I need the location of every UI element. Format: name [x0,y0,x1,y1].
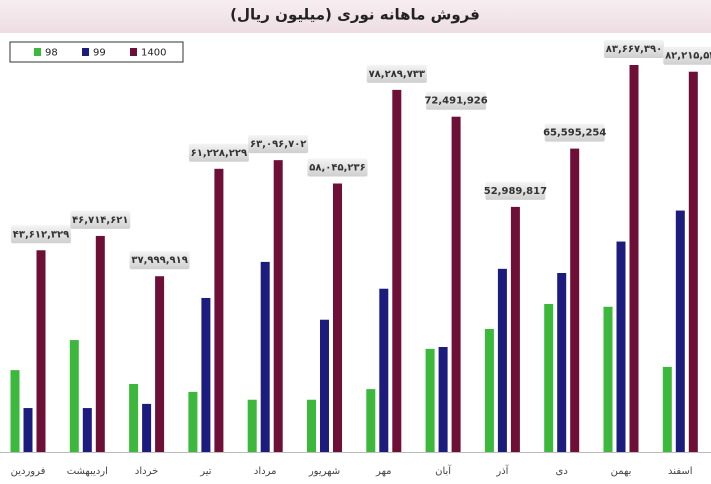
value-label: ۶۱,۲۲۸,۲۲۹ [191,148,247,159]
value-label: 65,595,254 [543,128,606,139]
value-label: ۶۳,۰۹۶,۷۰۲ [250,139,306,150]
value-label-box [307,158,368,177]
x-tick-label: مهر [375,466,391,477]
legend-label: 98 [45,48,58,59]
x-tick-label: بهمن [611,466,632,477]
legend-swatch [34,48,41,56]
x-tick-label: آبان [435,464,452,477]
bar [10,370,20,452]
bar [497,268,507,452]
title-bar [0,0,711,33]
x-tick-label: اردیبهشت [67,466,108,477]
x-tick-label: تیر [199,466,212,477]
legend-swatch [82,48,89,56]
x-tick-label: اسفند [668,466,692,477]
value-label-box [544,123,605,142]
legend [9,41,184,63]
bar [675,210,685,452]
x-tick-label: آذر [495,464,509,477]
value-label: ۸۳,۶۶۷,۳۹۰ [606,44,662,55]
bar [379,288,389,452]
bar [557,272,567,452]
bar [333,183,342,452]
value-label-box [426,91,487,110]
bar [616,241,626,452]
bar [366,389,376,452]
x-tick-label: فروردین [11,466,46,477]
bar [23,408,33,452]
x-tick-label: دی [556,466,568,477]
bar [36,250,46,452]
bar [451,116,461,452]
value-label: ۴۶,۷۱۴,۶۲۱ [72,215,128,226]
bar [603,306,613,452]
bar [247,399,257,452]
x-tick-label: شهریور [308,466,340,477]
legend-label: 1400 [141,48,166,59]
bar [570,148,580,452]
value-label-box [70,210,131,229]
value-label-box [663,46,711,65]
x-tick-label: مرداد [254,466,277,477]
legend-label: 99 [93,48,106,59]
chart-title: فروش ماهانه نوری (میلیون ریال) [230,6,480,24]
bar [392,89,402,452]
bar [129,384,139,452]
legend-swatch [130,48,137,56]
bar [214,168,224,453]
bar [688,71,698,452]
value-label-box [188,143,249,162]
value-label: 72,491,926 [424,96,487,107]
bar [662,366,672,452]
value-label: ۷۸,۲۸۹,۷۳۳ [369,69,425,80]
bar [82,408,92,452]
value-label-box [11,225,71,244]
x-tick-label: خرداد [135,466,158,477]
bar [629,65,639,452]
value-label-box [604,40,664,58]
bar [320,319,329,452]
bar [142,403,152,452]
value-label-box [485,181,546,200]
bar [201,297,211,452]
bar [307,399,316,452]
value-label-box [366,64,427,83]
value-label: ۸۲,۲۱۵,۵۳۰ [665,51,711,62]
bar [69,340,79,452]
bar [95,235,105,452]
bar [544,303,554,452]
bar [425,348,435,452]
bar [438,347,448,452]
value-label: 52,989,817 [484,186,547,197]
value-label: ۳۷,۹۹۹,۹۱۹ [131,255,187,266]
bar [260,261,270,452]
value-label-box [248,135,309,154]
value-label: ۵۸,۰۴۵,۲۳۶ [309,163,365,174]
value-label-box [129,251,190,270]
bar [273,160,283,452]
bar [155,276,165,452]
value-label: ۴۳,۶۱۲,۳۲۹ [13,229,69,240]
bar [484,328,494,452]
bar [510,206,520,452]
bar [188,391,198,452]
